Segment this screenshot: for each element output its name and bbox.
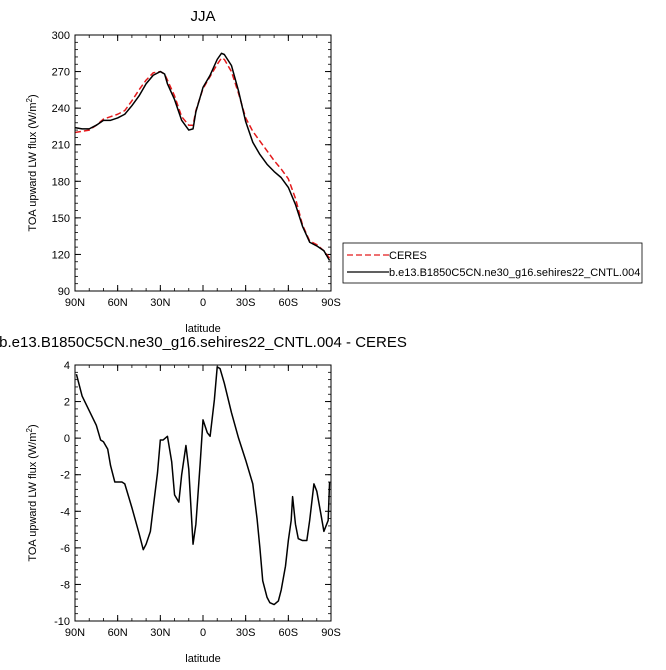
bottom-y-tick-label: -4 <box>60 506 70 518</box>
top-y-tick-label: 240 <box>52 103 70 115</box>
bottom-y-tick-label: 4 <box>64 360 70 372</box>
bottom-x-tick-label: 30S <box>236 627 256 639</box>
top-chart-title: JJA <box>190 8 215 25</box>
legend: CERES b.e13.B1850C5CN.ne30_g16.sehires22… <box>342 242 643 284</box>
top-x-tick-label: 30N <box>150 297 170 309</box>
top-y-tick-label: 90 <box>58 286 70 298</box>
top-y-tick-label: 300 <box>52 30 70 42</box>
top-x-axis-label: latitude <box>185 323 220 335</box>
top-y-tick-label: 150 <box>52 213 70 225</box>
top-y-tick-label: 120 <box>52 249 70 261</box>
top-chart: JJA 90N 60N 30N 0 30S 60S 90S 90 120 150 180 210 240… <box>25 8 341 335</box>
top-y-tick-label: 180 <box>52 176 70 188</box>
bottom-y-tick-label: -10 <box>54 616 70 628</box>
top-x-tick-label: 30S <box>236 297 256 309</box>
bottom-chart: b.e13.B1850C5CN.ne30_g16.sehires22_CNTL.… <box>0 334 407 665</box>
top-y-tick-label: 210 <box>52 140 70 152</box>
bottom-plot-frame <box>74 364 332 622</box>
top-plot-frame <box>74 34 332 292</box>
bottom-y-tick-label: 0 <box>64 433 70 445</box>
top-x-tick-label: 60S <box>279 297 299 309</box>
top-ticks: 90N 60N 30N 0 30S 60S 90S 90 120 150 180 210 240 270 3… <box>52 30 341 309</box>
bottom-x-tick-label: 60S <box>279 627 299 639</box>
top-x-tick-label: 60N <box>108 297 128 309</box>
top-series-line-1 <box>74 52 331 261</box>
bottom-x-tick-label: 60N <box>108 627 128 639</box>
bottom-y-tick-label: -6 <box>60 543 70 555</box>
legend-label-model: b.e13.B1850C5CN.ne30_g16.sehires22_CNTL.… <box>389 267 640 279</box>
top-y-axis-label: TOA upward LW flux (W/m2) <box>25 94 40 231</box>
top-series-lines <box>74 52 331 261</box>
bottom-y-tick-label: -2 <box>60 470 70 482</box>
legend-box <box>342 242 643 284</box>
bottom-x-tick-label: 90S <box>321 627 341 639</box>
bottom-x-tick-label: 0 <box>200 627 206 639</box>
top-x-tick-label: 0 <box>200 297 206 309</box>
bottom-chart-title: b.e13.B1850C5CN.ne30_g16.sehires22_CNTL.… <box>0 334 407 351</box>
bottom-y-axis-label: TOA upward LW flux (W/m2) <box>25 424 40 561</box>
bottom-y-tick-label: -8 <box>60 579 70 591</box>
top-x-tick-label: 90N <box>65 297 85 309</box>
bottom-series-line-0 <box>75 366 331 606</box>
top-x-tick-label: 90S <box>321 297 341 309</box>
legend-label-ceres: CERES <box>389 250 427 262</box>
top-y-tick-label: 270 <box>52 67 70 79</box>
bottom-x-tick-label: 30N <box>150 627 170 639</box>
bottom-series-lines <box>75 366 331 606</box>
bottom-x-tick-label: 90N <box>65 627 85 639</box>
bottom-y-tick-label: 2 <box>64 397 70 409</box>
bottom-x-axis-label: latitude <box>185 653 220 665</box>
